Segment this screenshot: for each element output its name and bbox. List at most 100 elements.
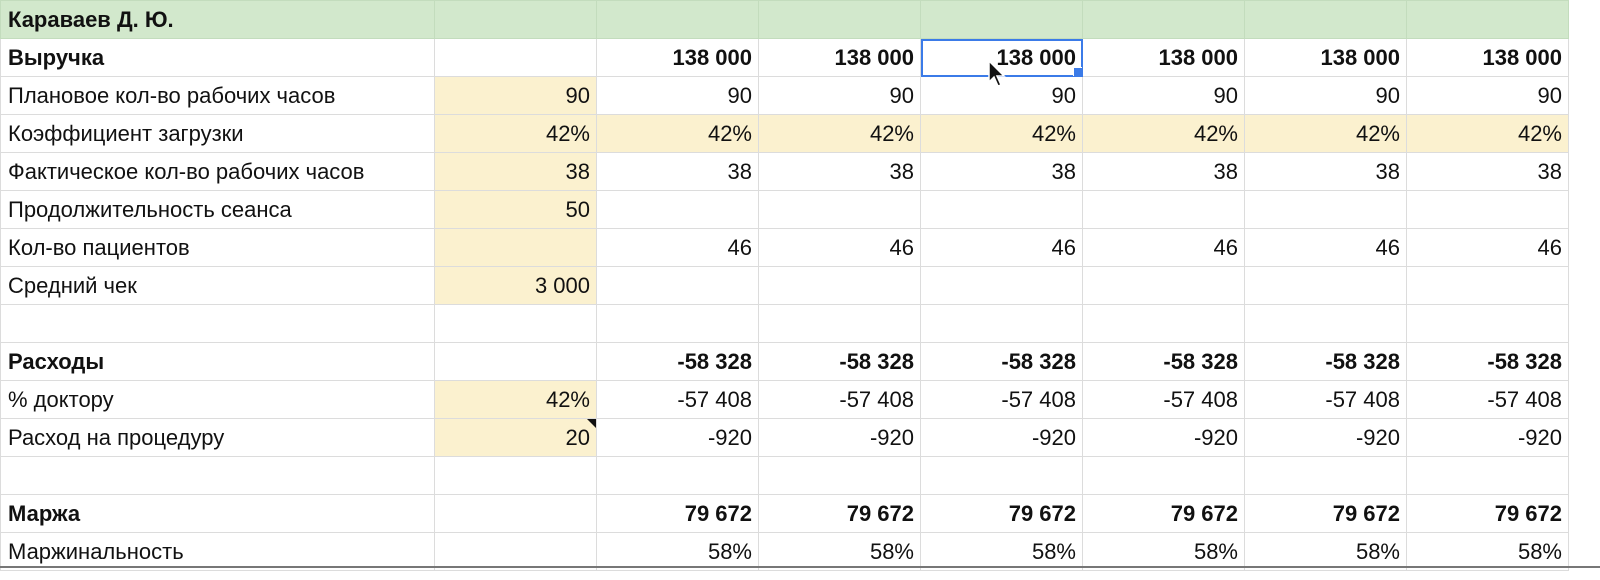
value-cell[interactable]: 46 (1406, 228, 1569, 267)
value-cell[interactable]: 46 (758, 228, 921, 267)
row-label-cell[interactable]: Фактическое кол-во рабочих часов (0, 152, 435, 191)
value-cell[interactable]: 38 (596, 152, 759, 191)
value-cell[interactable]: -920 (1082, 418, 1245, 457)
value-cell[interactable] (758, 190, 921, 229)
value-cell[interactable]: 46 (920, 228, 1083, 267)
value-cell[interactable]: 42% (1244, 114, 1407, 153)
value-cell[interactable] (1082, 456, 1245, 495)
value-cell[interactable]: 90 (1244, 76, 1407, 115)
value-cell[interactable]: -58 328 (920, 342, 1083, 381)
value-cell[interactable]: -57 408 (1244, 380, 1407, 419)
row-label-cell[interactable]: Выручка (0, 38, 435, 77)
value-cell[interactable]: 38 (1406, 152, 1569, 191)
value-cell[interactable]: 79 672 (920, 494, 1083, 533)
input-value-cell[interactable]: 38 (434, 152, 597, 191)
header-cell[interactable] (1406, 0, 1569, 39)
selected-cell[interactable]: 138 000 (920, 38, 1083, 77)
input-value-cell[interactable]: 90 (434, 76, 597, 115)
input-value-cell[interactable] (434, 494, 597, 533)
value-cell[interactable]: 90 (1406, 76, 1569, 115)
comment-indicator-icon[interactable] (587, 419, 596, 428)
fill-handle[interactable] (1073, 67, 1082, 76)
row-label-cell[interactable]: Кол-во пациентов (0, 228, 435, 267)
value-cell[interactable]: 79 672 (596, 494, 759, 533)
value-cell[interactable] (596, 190, 759, 229)
value-cell[interactable]: 90 (920, 76, 1083, 115)
value-cell[interactable]: 58% (596, 532, 759, 571)
value-cell[interactable] (758, 266, 921, 305)
input-value-cell[interactable] (434, 532, 597, 571)
value-cell[interactable] (596, 266, 759, 305)
value-cell[interactable]: 138 000 (596, 38, 759, 77)
value-cell[interactable] (758, 304, 921, 343)
value-cell[interactable]: -58 328 (1082, 342, 1245, 381)
value-cell[interactable]: 90 (596, 76, 759, 115)
value-cell[interactable]: -920 (1406, 418, 1569, 457)
value-cell[interactable] (1244, 304, 1407, 343)
value-cell[interactable]: 79 672 (1244, 494, 1407, 533)
value-cell[interactable] (1406, 190, 1569, 229)
value-cell[interactable]: 42% (758, 114, 921, 153)
value-cell[interactable]: 58% (1082, 532, 1245, 571)
value-cell[interactable] (1244, 266, 1407, 305)
value-cell[interactable]: -57 408 (596, 380, 759, 419)
value-cell[interactable]: 42% (596, 114, 759, 153)
input-value-cell[interactable]: 42% (434, 380, 597, 419)
value-cell[interactable]: -57 408 (1082, 380, 1245, 419)
value-cell[interactable]: 58% (758, 532, 921, 571)
value-cell[interactable]: 38 (758, 152, 921, 191)
value-cell[interactable]: -920 (758, 418, 921, 457)
value-cell[interactable]: 46 (1244, 228, 1407, 267)
value-cell[interactable]: 138 000 (1244, 38, 1407, 77)
value-cell[interactable]: 38 (1082, 152, 1245, 191)
header-cell[interactable] (1082, 0, 1245, 39)
value-cell[interactable] (920, 456, 1083, 495)
value-cell[interactable]: 42% (1082, 114, 1245, 153)
row-label-cell[interactable] (0, 304, 435, 343)
value-cell[interactable]: 38 (1244, 152, 1407, 191)
value-cell[interactable] (920, 266, 1083, 305)
row-label-cell[interactable]: Маржинальность (0, 532, 435, 571)
row-label-cell[interactable] (0, 456, 435, 495)
value-cell[interactable]: 58% (1406, 532, 1569, 571)
value-cell[interactable]: -57 408 (758, 380, 921, 419)
value-cell[interactable] (1406, 266, 1569, 305)
row-label-cell[interactable]: Коэффициент загрузки (0, 114, 435, 153)
value-cell[interactable]: 58% (1244, 532, 1407, 571)
input-value-cell[interactable]: 50 (434, 190, 597, 229)
header-cell[interactable] (758, 0, 921, 39)
input-value-cell[interactable]: 3 000 (434, 266, 597, 305)
row-label-cell[interactable]: % доктору (0, 380, 435, 419)
row-label-cell[interactable]: Маржа (0, 494, 435, 533)
input-value-cell[interactable]: 20 (434, 418, 597, 457)
value-cell[interactable] (1244, 190, 1407, 229)
value-cell[interactable]: -920 (596, 418, 759, 457)
value-cell[interactable]: 90 (758, 76, 921, 115)
value-cell[interactable] (758, 456, 921, 495)
header-cell[interactable] (1244, 0, 1407, 39)
input-value-cell[interactable] (434, 456, 597, 495)
row-label-cell[interactable]: Плановое кол-во рабочих часов (0, 76, 435, 115)
value-cell[interactable]: 46 (596, 228, 759, 267)
value-cell[interactable] (1406, 304, 1569, 343)
row-label-cell[interactable]: Расход на процедуру (0, 418, 435, 457)
value-cell[interactable]: 138 000 (758, 38, 921, 77)
header-cell[interactable] (920, 0, 1083, 39)
input-value-cell[interactable] (434, 228, 597, 267)
value-cell[interactable]: -920 (1244, 418, 1407, 457)
value-cell[interactable]: -57 408 (920, 380, 1083, 419)
header-cell[interactable] (434, 0, 597, 39)
value-cell[interactable]: 42% (920, 114, 1083, 153)
value-cell[interactable]: 58% (920, 532, 1083, 571)
value-cell[interactable]: 38 (920, 152, 1083, 191)
input-value-cell[interactable] (434, 304, 597, 343)
value-cell[interactable]: 46 (1082, 228, 1245, 267)
value-cell[interactable]: -58 328 (1406, 342, 1569, 381)
value-cell[interactable]: 42% (1406, 114, 1569, 153)
value-cell[interactable]: -920 (920, 418, 1083, 457)
value-cell[interactable] (1244, 456, 1407, 495)
value-cell[interactable] (920, 190, 1083, 229)
value-cell[interactable] (1082, 266, 1245, 305)
input-value-cell[interactable] (434, 38, 597, 77)
input-value-cell[interactable]: 42% (434, 114, 597, 153)
